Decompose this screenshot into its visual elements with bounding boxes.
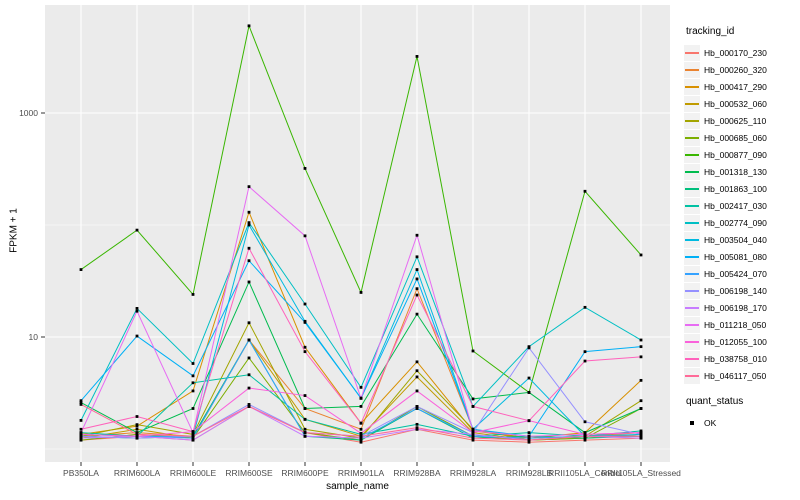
x-tick-label: RRIM600PE xyxy=(281,468,329,478)
legend-item-Hb_000877_090: Hb_000877_090 xyxy=(684,146,798,163)
legend-item-Hb_002417_030: Hb_002417_030 xyxy=(684,197,798,214)
legend-line-swatch xyxy=(684,350,700,367)
legend-label: Hb_046117_050 xyxy=(704,370,767,381)
legend-item-Hb_000170_230: Hb_000170_230 xyxy=(684,44,798,61)
legend-item-Hb_001863_100: Hb_001863_100 xyxy=(684,180,798,197)
legend-item-Hb_006198_170: Hb_006198_170 xyxy=(684,299,798,316)
x-tick-label: RRIM600LA xyxy=(114,468,161,478)
legend-label: Hb_000685_060 xyxy=(704,132,767,143)
legend-line-swatch xyxy=(684,129,700,146)
legend-item-ok: OK xyxy=(684,414,798,431)
x-axis-title: sample_name xyxy=(326,481,389,492)
legend-item-Hb_006198_140: Hb_006198_140 xyxy=(684,282,798,299)
legend-title-tracking-id: tracking_id xyxy=(686,26,735,37)
legend-item-Hb_000625_110: Hb_000625_110 xyxy=(684,112,798,129)
legend-label: OK xyxy=(704,417,717,428)
legend-line-swatch xyxy=(684,299,700,316)
legend-label: Hb_000260_320 xyxy=(704,64,767,75)
legend-line-swatch xyxy=(684,146,700,163)
legend-line-swatch xyxy=(684,231,700,248)
legend-label: Hb_003504_040 xyxy=(704,234,767,245)
data-points xyxy=(79,24,643,444)
legend-item-Hb_005081_080: Hb_005081_080 xyxy=(684,248,798,265)
x-tick-label: RRIM928BA xyxy=(393,468,441,478)
legend-item-Hb_002774_090: Hb_002774_090 xyxy=(684,214,798,231)
x-tick-label: RRIM928LB xyxy=(506,468,553,478)
y-tick-label: 10 xyxy=(29,332,39,342)
legend-item-Hb_000417_290: Hb_000417_290 xyxy=(684,78,798,95)
legend-line-swatch xyxy=(684,367,700,384)
y-axis-title: FPKM + 1 xyxy=(8,208,20,253)
x-tick-label: RRIM600LE xyxy=(170,468,217,478)
legend-line-swatch xyxy=(684,95,700,112)
legend-item-Hb_005424_070: Hb_005424_070 xyxy=(684,265,798,282)
legend-label: Hb_000532_060 xyxy=(704,98,767,109)
legend-item-Hb_012055_100: Hb_012055_100 xyxy=(684,333,798,350)
legend-line-swatch xyxy=(684,282,700,299)
legend-line-swatch xyxy=(684,78,700,95)
legend-line-swatch xyxy=(684,44,700,61)
legend-label: Hb_000625_110 xyxy=(704,115,767,126)
legend-label: Hb_000877_090 xyxy=(704,149,767,160)
legend-label: Hb_012055_100 xyxy=(704,336,767,347)
legend-label: Hb_002417_030 xyxy=(704,200,767,211)
legend-item-Hb_011218_050: Hb_011218_050 xyxy=(684,316,798,333)
legend-line-swatch xyxy=(684,333,700,350)
x-tick-label: RRIM901LA xyxy=(338,468,385,478)
legend-label: Hb_006198_140 xyxy=(704,285,767,296)
legend-line-swatch xyxy=(684,214,700,231)
legend-line-swatch xyxy=(684,248,700,265)
legend-item-Hb_000685_060: Hb_000685_060 xyxy=(684,129,798,146)
legend-label: Hb_000417_290 xyxy=(704,81,767,92)
x-tick-label: RRII105LA_Control xyxy=(548,468,622,478)
x-tick-label: RRIM928LA xyxy=(450,468,497,478)
legend-item-Hb_001318_130: Hb_001318_130 xyxy=(684,163,798,180)
legend-line-swatch xyxy=(684,265,700,282)
legend-label: Hb_002774_090 xyxy=(704,217,767,228)
ok-square-icon xyxy=(684,415,700,431)
legend-label: Hb_000170_230 xyxy=(704,47,767,58)
legend-title-quant-status: quant_status xyxy=(686,396,744,407)
x-tick-label: PB350LA xyxy=(63,468,99,478)
legend-panel: tracking_id Hb_000170_230 Hb_000260_320 Hb… xyxy=(684,26,798,431)
legend-label: Hb_011218_050 xyxy=(704,319,767,330)
legend-line-swatch xyxy=(684,163,700,180)
x-tick-label: RRII105LA_Stressed xyxy=(601,468,681,478)
x-tick-labels: PB350LA RRIM600LA RRIM600LE RRIM600SE RRIM60… xyxy=(63,468,681,478)
y-tick-label: 1000 xyxy=(19,108,38,118)
legend-label: Hb_001318_130 xyxy=(704,166,767,177)
legend-label: Hb_001863_100 xyxy=(704,183,767,194)
legend-label: Hb_005081_080 xyxy=(704,251,767,262)
axis-ticks xyxy=(41,112,642,466)
x-tick-label: RRIM600SE xyxy=(225,468,273,478)
legend-line-swatch xyxy=(684,180,700,197)
legend-item-Hb_000260_320: Hb_000260_320 xyxy=(684,61,798,78)
legend-line-swatch xyxy=(684,316,700,333)
legend-line-swatch xyxy=(684,112,700,129)
legend-line-swatch xyxy=(684,61,700,78)
legend-item-list: Hb_000170_230 Hb_000260_320 Hb_000417_290 H… xyxy=(684,44,798,384)
legend-label: Hb_038758_010 xyxy=(704,353,767,364)
plot-panel xyxy=(45,5,670,462)
legend-item-Hb_046117_050: Hb_046117_050 xyxy=(684,367,798,384)
legend-item-Hb_000532_060: Hb_000532_060 xyxy=(684,95,798,112)
legend-line-swatch xyxy=(684,197,700,214)
y-tick-labels: 10 1000 xyxy=(19,108,38,342)
legend-label: Hb_006198_170 xyxy=(704,302,767,313)
legend-item-Hb_003504_040: Hb_003504_040 xyxy=(684,231,798,248)
legend-item-Hb_038758_010: Hb_038758_010 xyxy=(684,350,798,367)
legend-label: Hb_005424_070 xyxy=(704,268,767,279)
